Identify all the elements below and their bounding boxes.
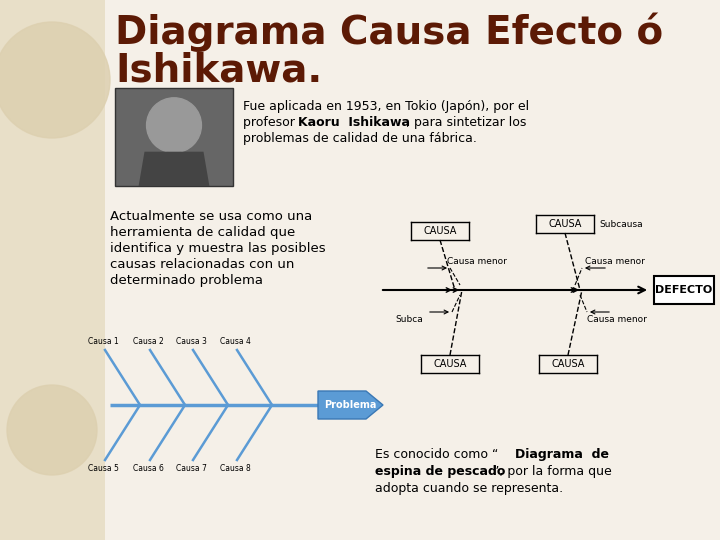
Text: causas relacionadas con un: causas relacionadas con un [110, 258, 294, 271]
Text: identifica y muestra las posibles: identifica y muestra las posibles [110, 242, 325, 255]
Text: Causa 3: Causa 3 [176, 337, 207, 346]
Text: CAUSA: CAUSA [549, 219, 582, 229]
Text: Diagrama Causa Efecto ó: Diagrama Causa Efecto ó [115, 12, 663, 51]
Text: problemas de calidad de una fábrica.: problemas de calidad de una fábrica. [243, 132, 477, 145]
Text: CAUSA: CAUSA [423, 226, 456, 236]
Text: DEFECTO: DEFECTO [655, 285, 713, 295]
Text: Causa menor: Causa menor [585, 258, 645, 267]
Text: Causa 8: Causa 8 [220, 464, 251, 473]
Text: Causa 6: Causa 6 [132, 464, 163, 473]
Text: , para sintetizar los: , para sintetizar los [406, 116, 526, 129]
Text: Causa 2: Causa 2 [132, 337, 163, 346]
Text: determinado problema: determinado problema [110, 274, 263, 287]
Text: Es conocido como “: Es conocido como “ [375, 448, 498, 461]
Circle shape [0, 22, 110, 138]
Bar [115, 88, 233, 186]
Polygon shape [0, 0, 105, 540]
Text: Causa menor: Causa menor [587, 315, 647, 325]
Text: adopta cuando se representa.: adopta cuando se representa. [375, 482, 563, 495]
Text: Actualmente se usa como una: Actualmente se usa como una [110, 210, 312, 223]
Text: Problema: Problema [324, 400, 376, 410]
Text: Causa 4: Causa 4 [220, 337, 251, 346]
Text: Kaoru  Ishikawa: Kaoru Ishikawa [298, 116, 410, 129]
Text: herramienta de calidad que: herramienta de calidad que [110, 226, 295, 239]
Bar [654, 276, 714, 304]
Text: Subca: Subca [395, 315, 423, 325]
Text: Causa 7: Causa 7 [176, 464, 207, 473]
Text: Causa 1: Causa 1 [88, 337, 118, 346]
Text: CAUSA: CAUSA [552, 359, 585, 369]
Text: Subcausa: Subcausa [599, 220, 643, 229]
Text: Ishikawa.: Ishikawa. [115, 52, 323, 90]
Circle shape [147, 98, 202, 153]
Text: CAUSA: CAUSA [433, 359, 467, 369]
Text: Causa menor: Causa menor [447, 258, 507, 267]
Text: espina de pescado: espina de pescado [375, 465, 505, 478]
Text: ”, por la forma que: ”, por la forma que [493, 465, 612, 478]
Circle shape [7, 385, 97, 475]
Polygon shape [138, 152, 210, 186]
Text: Diagrama  de: Diagrama de [515, 448, 609, 461]
Text: profesor: profesor [243, 116, 299, 129]
Text: Causa 5: Causa 5 [88, 464, 118, 473]
Text: Fue aplicada en 1953, en Tokio (Japón), por el: Fue aplicada en 1953, en Tokio (Japón), … [243, 100, 529, 113]
Polygon shape [318, 391, 383, 419]
